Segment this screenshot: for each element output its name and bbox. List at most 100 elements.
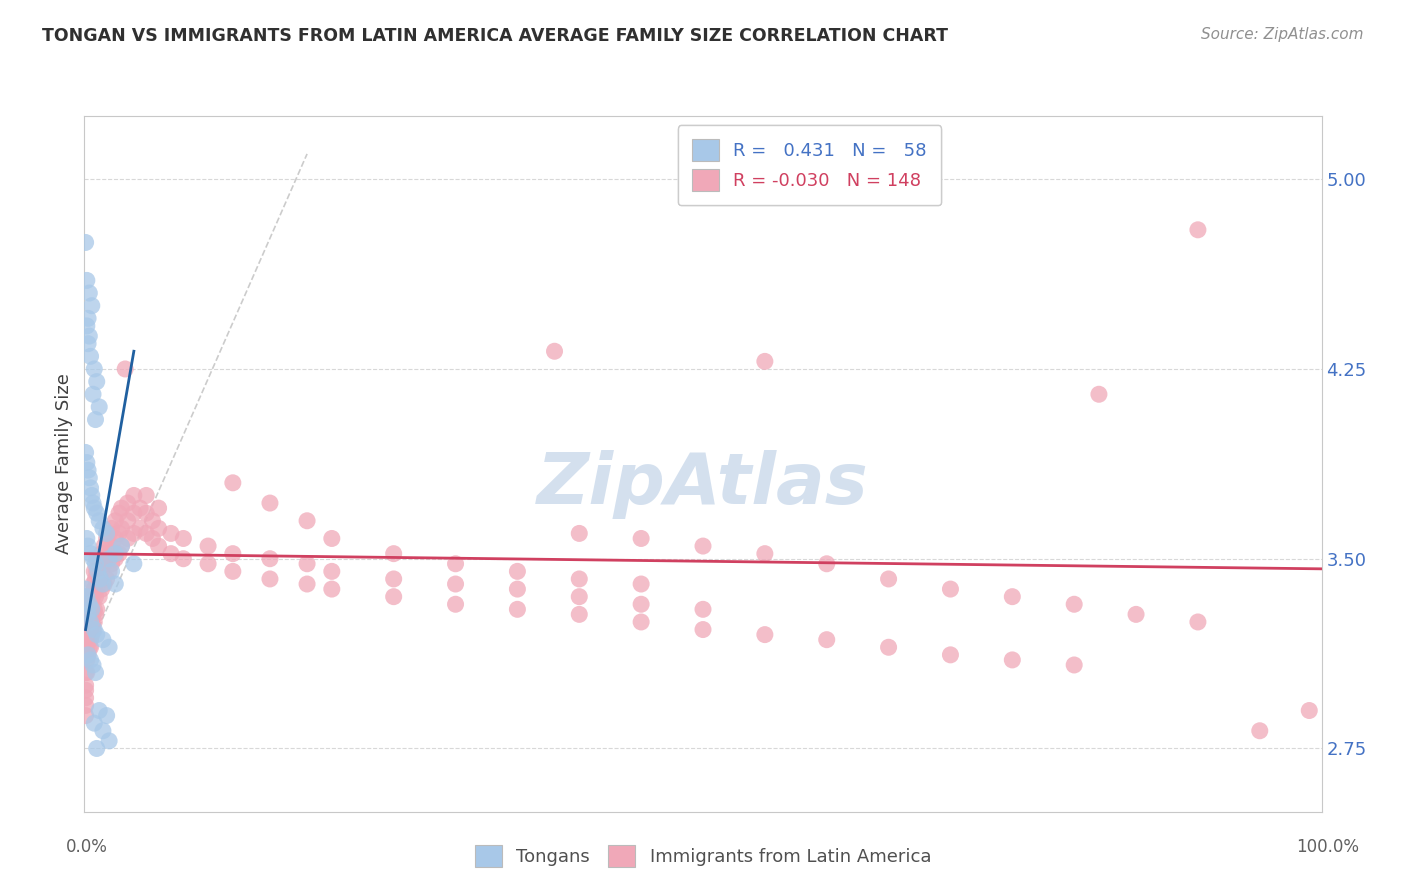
Point <box>568 590 591 604</box>
Point <box>80 602 103 616</box>
Point <box>89 557 111 571</box>
Point <box>444 577 467 591</box>
Point <box>76 456 98 470</box>
Point <box>93 557 115 571</box>
Point <box>77 539 100 553</box>
Point <box>86 602 108 616</box>
Point <box>82 657 104 672</box>
Point <box>1125 607 1147 622</box>
Point <box>89 572 111 586</box>
Point <box>83 615 105 629</box>
Point <box>90 582 112 596</box>
Point <box>79 632 101 647</box>
Point <box>141 514 163 528</box>
Point <box>84 412 107 426</box>
Point <box>89 514 111 528</box>
Point <box>86 506 108 520</box>
Point <box>382 572 405 586</box>
Point <box>100 557 122 571</box>
Point <box>86 741 108 756</box>
Point <box>91 632 114 647</box>
Point <box>172 532 194 546</box>
Point <box>98 551 121 566</box>
Point <box>104 532 127 546</box>
Point <box>83 565 105 579</box>
Point <box>96 526 118 541</box>
Point <box>79 349 101 363</box>
Text: TONGAN VS IMMIGRANTS FROM LATIN AMERICA AVERAGE FAMILY SIZE CORRELATION CHART: TONGAN VS IMMIGRANTS FROM LATIN AMERICA … <box>42 27 948 45</box>
Point <box>96 572 118 586</box>
Point <box>76 653 98 667</box>
Point <box>89 572 111 586</box>
Point <box>108 547 131 561</box>
Point <box>630 577 652 591</box>
Point <box>135 526 157 541</box>
Point <box>96 708 118 723</box>
Point <box>86 375 108 389</box>
Point <box>98 640 121 655</box>
Point <box>84 607 107 622</box>
Point <box>630 597 652 611</box>
Point <box>76 627 98 641</box>
Point <box>1187 223 1209 237</box>
Point <box>630 532 652 546</box>
Point <box>1298 704 1320 718</box>
Y-axis label: Average Family Size: Average Family Size <box>55 374 73 554</box>
Point <box>117 496 139 510</box>
Point <box>222 565 245 579</box>
Point <box>754 627 776 641</box>
Point <box>122 526 145 541</box>
Point <box>82 607 104 622</box>
Point <box>75 648 97 662</box>
Point <box>104 551 127 566</box>
Point <box>80 590 103 604</box>
Point <box>82 551 104 566</box>
Point <box>80 627 103 641</box>
Point <box>84 665 107 680</box>
Point <box>83 582 105 596</box>
Point <box>91 577 114 591</box>
Point <box>122 506 145 520</box>
Point <box>135 488 157 502</box>
Point <box>80 615 103 629</box>
Point <box>86 582 108 596</box>
Point <box>129 501 152 516</box>
Point <box>222 547 245 561</box>
Point <box>1088 387 1111 401</box>
Point <box>321 582 343 596</box>
Text: 0.0%: 0.0% <box>66 838 108 856</box>
Point <box>82 623 104 637</box>
Point <box>79 653 101 667</box>
Point <box>506 565 529 579</box>
Point <box>79 623 101 637</box>
Point <box>79 640 101 655</box>
Point <box>84 590 107 604</box>
Point <box>692 539 714 553</box>
Point <box>75 632 97 647</box>
Point <box>1001 653 1024 667</box>
Point <box>75 597 97 611</box>
Point <box>98 565 121 579</box>
Point <box>89 590 111 604</box>
Point <box>77 607 100 622</box>
Point <box>93 577 115 591</box>
Point <box>692 623 714 637</box>
Point <box>877 572 900 586</box>
Point <box>90 565 112 579</box>
Point <box>77 336 100 351</box>
Point <box>75 582 97 596</box>
Point <box>82 590 104 604</box>
Point <box>815 557 838 571</box>
Text: 100.0%: 100.0% <box>1296 838 1358 856</box>
Point <box>75 607 97 622</box>
Point <box>1187 615 1209 629</box>
Point <box>114 362 136 376</box>
Point <box>108 506 131 520</box>
Point <box>82 387 104 401</box>
Point <box>1001 590 1024 604</box>
Point <box>91 723 114 738</box>
Point <box>83 362 105 376</box>
Point <box>110 539 132 553</box>
Point <box>76 532 98 546</box>
Point <box>76 602 98 616</box>
